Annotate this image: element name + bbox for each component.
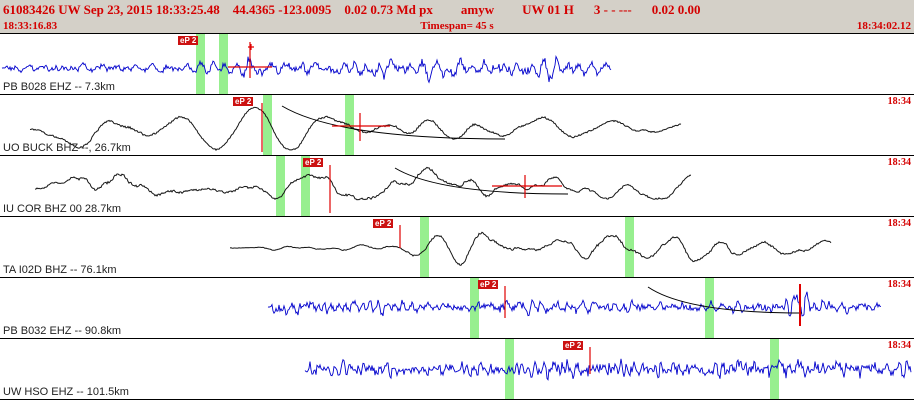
waveform (304, 347, 912, 381)
row-time-label: 18:34 (887, 218, 911, 229)
pick-window-bar[interactable] (420, 217, 429, 277)
phase-pick-flag[interactable]: eP 2 (373, 219, 394, 228)
phase-pick-flag[interactable]: eP 2 (563, 341, 584, 350)
phase-pick-label: eP 2 (375, 219, 392, 228)
station-label: PB B028 EHZ -- 7.3km (3, 81, 115, 93)
phase-pick-label: eP 2 (565, 341, 582, 350)
station-label: UO BUCK BHZ --, 26.7km (3, 142, 131, 154)
phase-pick-label: eP 2 (480, 280, 497, 289)
coda-decay-curve (281, 105, 506, 140)
waveform (267, 284, 882, 326)
pick-window-bar[interactable] (770, 339, 779, 399)
trace-row[interactable]: eP 2 PB B032 EHZ -- 90.8km 18:34 (0, 278, 914, 339)
station-label: UW HSO EHZ -- 101.5km (3, 386, 129, 398)
phase-pick-label: eP 2 (305, 158, 322, 167)
time-window-bar: 18:33:16.83 Timespan= 45 s 18:34:02.12 (0, 18, 914, 33)
station-label: TA I02D BHZ -- 76.1km (3, 264, 117, 276)
station-label: PB B032 EHZ -- 90.8km (3, 325, 121, 337)
event-magnitude: 0.02 0.73 Md px (344, 2, 433, 17)
row-time-label: 18:34 (887, 96, 911, 107)
analyst-name: amyw (460, 2, 495, 17)
phase-pick-flag[interactable]: eP 2 (178, 36, 199, 45)
network-code: UW 01 H (522, 2, 574, 17)
trace-row[interactable]: eP 2 TA I02D BHZ -- 76.1km 18:34 (0, 217, 914, 278)
pick-window-bar[interactable] (705, 278, 714, 338)
waveform (29, 103, 682, 152)
event-header-bar: 61083426 UW Sep 23, 2015 18:33:25.48 44.4… (0, 0, 914, 18)
row-time-label: 18:34 (887, 157, 911, 168)
plus-marker-icon (248, 44, 254, 50)
row-time-label: 18:34 (887, 340, 911, 351)
trace-row[interactable]: eP 2 IU COR BHZ 00 28.7km 18:34 (0, 156, 914, 217)
event-location: 44.4365 -123.0095 (232, 2, 332, 17)
window-end-time: 18:34:02.12 (856, 19, 911, 32)
timespan-label: Timespan= 45 s (420, 19, 494, 32)
pick-window-bar[interactable] (276, 156, 285, 216)
waveform (229, 225, 832, 266)
pick-window-bar[interactable] (301, 156, 310, 216)
trace-row[interactable]: eP 2 PB B028 EHZ -- 7.3km (0, 34, 914, 95)
phase-pick-label: eP 2 (180, 36, 197, 45)
trace-row[interactable]: eP 2 UO BUCK BHZ --, 26.7km 18:34 (0, 95, 914, 156)
window-start-time: 18:33:16.83 (3, 19, 58, 32)
phase-pick-flag[interactable]: eP 2 (478, 280, 499, 289)
event-id-time: 61083426 UW Sep 23, 2015 18:33:25.48 (3, 2, 220, 17)
coda-decay-curve (647, 286, 803, 314)
event-residuals: 0.02 0.00 (651, 2, 701, 17)
waveform-panel: eP 2 PB B028 EHZ -- 7.3km eP 2 UO BUCK B… (0, 33, 914, 400)
row-time-label: 18:34 (887, 279, 911, 290)
waveform (34, 165, 692, 213)
phase-pick-flag[interactable]: eP 2 (233, 97, 254, 106)
event-flags: 3 - - --- (593, 2, 632, 17)
pick-window-bar[interactable] (625, 217, 634, 277)
trace-row[interactable]: eP 2 UW HSO EHZ -- 101.5km 18:34 (0, 339, 914, 400)
phase-pick-label: eP 2 (235, 97, 252, 106)
phase-pick-flag[interactable]: eP 2 (303, 158, 324, 167)
waveform (1, 42, 612, 84)
pick-window-bar[interactable] (263, 95, 272, 155)
coda-decay-curve (394, 167, 569, 195)
station-label: IU COR BHZ 00 28.7km (3, 203, 121, 215)
